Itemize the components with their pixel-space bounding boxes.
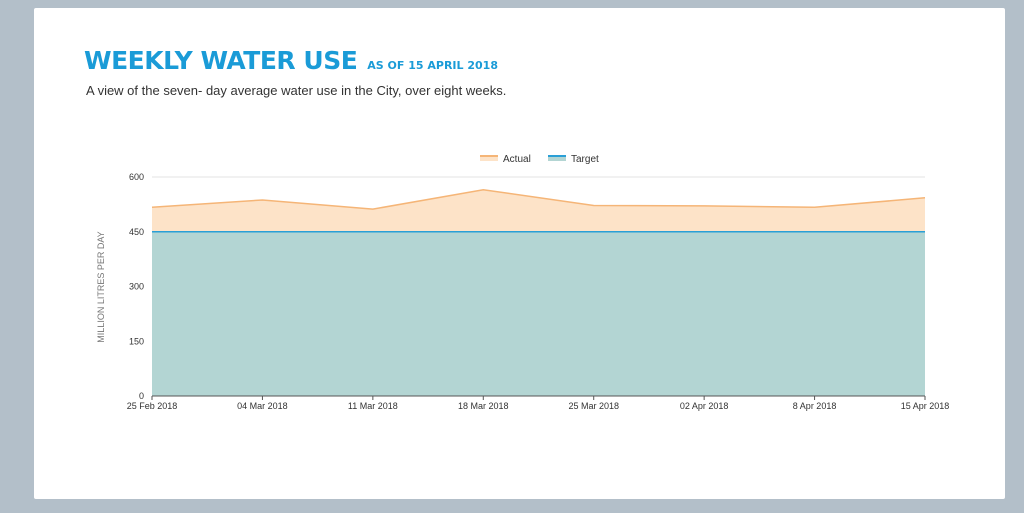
y-tick-label: 300 <box>129 282 144 292</box>
x-tick-label: 02 Apr 2018 <box>680 401 729 411</box>
legend: Actual Target <box>480 154 599 165</box>
actual-line <box>151 189 926 210</box>
as-of-date: AS OF 15 APRIL 2018 <box>367 59 498 72</box>
x-tick-label: 8 Apr 2018 <box>793 401 837 411</box>
y-axis-title: MILLION LITRES PER DAY <box>96 231 106 342</box>
x-tick-label: 25 Mar 2018 <box>568 401 619 411</box>
x-tick-label: 04 Mar 2018 <box>237 401 288 411</box>
series-areas <box>151 189 926 396</box>
legend-label: Actual <box>503 154 531 165</box>
x-tick-label: 25 Feb 2018 <box>127 401 178 411</box>
page-title: WEEKLY WATER USE <box>84 46 358 75</box>
legend-label: Target <box>571 154 599 165</box>
x-tick-label: 11 Mar 2018 <box>348 401 398 411</box>
legend-swatch <box>480 156 498 161</box>
y-tick-labels: 0 150 300 450 600 <box>129 172 144 401</box>
x-tick-label: 15 Apr 2018 <box>901 401 950 411</box>
target-area <box>152 231 925 396</box>
chart-description: A view of the seven- day average water u… <box>86 83 507 98</box>
y-tick-label: 0 <box>139 391 144 401</box>
title-row: WEEKLY WATER USE AS OF 15 APRIL 2018 <box>84 46 498 75</box>
x-axis <box>151 395 926 400</box>
legend-swatch <box>548 156 566 161</box>
y-tick-label: 150 <box>129 336 144 346</box>
legend-item-target: Target <box>548 154 599 165</box>
legend-item-actual: Actual <box>480 154 531 165</box>
y-tick-label: 450 <box>129 227 144 237</box>
x-tick-labels: 25 Feb 2018 04 Mar 2018 11 Mar 2018 18 Mar … <box>127 401 950 411</box>
y-tick-label: 600 <box>129 172 144 182</box>
x-tick-label: 18 Mar 2018 <box>458 401 509 411</box>
